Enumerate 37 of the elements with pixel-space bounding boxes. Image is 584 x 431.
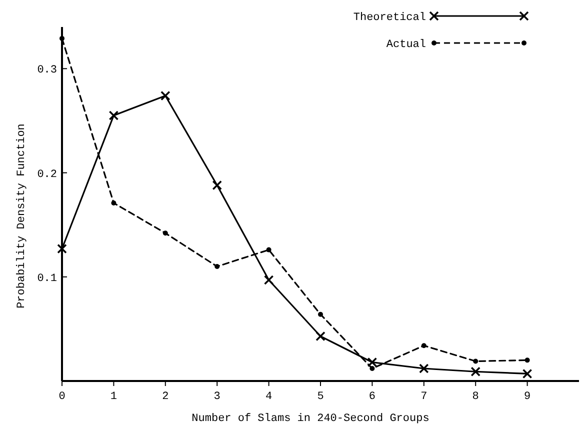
point <box>419 364 429 374</box>
x-tick-label: 6 <box>368 391 376 403</box>
point <box>266 247 272 252</box>
x-tick-label: 2 <box>162 391 169 403</box>
point <box>160 90 170 101</box>
point <box>212 180 222 190</box>
point <box>370 366 375 372</box>
point <box>108 110 119 120</box>
point <box>470 366 480 377</box>
x-tick-label: 7 <box>420 391 428 403</box>
x-tick-label: 5 <box>317 391 324 403</box>
y-tick-label: 0.1 <box>37 272 58 285</box>
y-tick-label: 0.2 <box>37 168 57 181</box>
x-tick-label: 3 <box>214 391 220 403</box>
x-tick-label: 0 <box>58 391 66 403</box>
point <box>57 244 67 254</box>
point <box>214 264 220 269</box>
x-tick-label: 1 <box>110 391 118 403</box>
point <box>524 358 530 363</box>
y-axis-title: Probability Density Function <box>16 124 28 308</box>
point <box>162 230 168 236</box>
legend-label: Theoretical <box>353 12 426 24</box>
point <box>264 275 274 285</box>
point <box>522 368 532 379</box>
point <box>367 357 378 368</box>
x-tick-label: 4 <box>265 391 272 403</box>
point <box>111 200 116 206</box>
x-tick-label: 9 <box>524 391 531 403</box>
point <box>60 36 64 41</box>
point <box>421 343 426 348</box>
point <box>473 358 478 364</box>
point <box>318 312 323 317</box>
x-axis-title: Number of Slams in 240-Second Groups <box>192 413 430 425</box>
x-tick-label: 8 <box>472 391 479 403</box>
legend-label: Actual <box>386 39 426 51</box>
y-tick-label: 0.3 <box>37 64 57 77</box>
point <box>316 331 326 342</box>
